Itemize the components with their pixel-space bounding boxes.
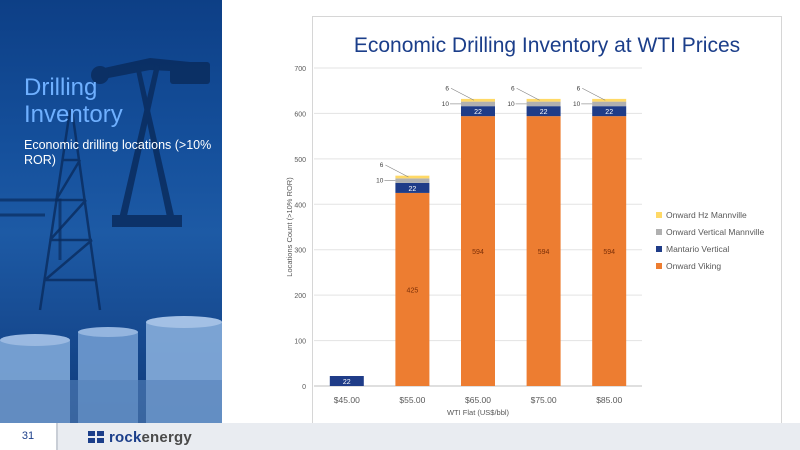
x-tick-label: $85.00 xyxy=(596,395,622,405)
x-axis-title: WTI Flat (US$/bbl) xyxy=(447,408,510,417)
leader-line xyxy=(582,87,606,101)
data-label: 10 xyxy=(442,101,450,108)
data-label: 594 xyxy=(603,249,615,256)
bar-segment xyxy=(592,98,627,102)
legend-swatch xyxy=(656,263,662,269)
data-label: 6 xyxy=(511,85,515,92)
legend-swatch xyxy=(656,229,662,235)
data-label: 6 xyxy=(380,162,384,169)
bar-segment xyxy=(395,178,430,183)
bar-segment xyxy=(395,192,430,386)
bar-segment xyxy=(592,106,627,117)
logo-wordmark: rockenergy xyxy=(109,429,192,446)
legend-swatch xyxy=(656,212,662,218)
y-tick-label: 0 xyxy=(302,384,306,391)
bar-segment xyxy=(461,116,495,386)
data-label: 594 xyxy=(472,249,484,256)
bar-segment xyxy=(592,116,627,386)
data-label: 6 xyxy=(445,85,449,92)
data-label: 22 xyxy=(343,379,351,386)
data-label: 22 xyxy=(605,109,613,116)
x-tick-label: $65.00 xyxy=(465,395,491,405)
bar-segment xyxy=(395,182,430,193)
y-tick-label: 700 xyxy=(294,66,306,73)
bar-segment xyxy=(526,101,561,107)
y-tick-label: 100 xyxy=(294,339,306,346)
y-axis-title: Locations Count (>10% ROR) xyxy=(285,177,294,277)
data-label: 6 xyxy=(577,85,581,92)
data-label: 10 xyxy=(507,101,515,108)
bar-segment xyxy=(592,101,627,107)
data-label: 22 xyxy=(474,109,482,116)
bar-segment xyxy=(526,116,561,386)
bar-segment xyxy=(395,175,430,179)
bar-segment xyxy=(461,98,495,102)
legend-entry: Onward Vertical Mannville xyxy=(666,227,765,237)
slide-title: Drilling Inventory xyxy=(24,74,123,128)
bar-segment xyxy=(461,101,495,107)
bar-segment xyxy=(329,376,364,386)
page-number: 31 xyxy=(0,423,58,450)
data-label: 594 xyxy=(538,249,550,256)
bar-segment xyxy=(461,106,495,117)
logo-brand-part2: energy xyxy=(141,428,192,446)
y-tick-label: 400 xyxy=(294,202,306,209)
data-label: 22 xyxy=(540,109,548,116)
x-tick-label: $75.00 xyxy=(531,395,557,405)
legend-swatch xyxy=(656,246,662,252)
data-label: 10 xyxy=(573,101,581,108)
data-label: 22 xyxy=(409,186,417,193)
slide-subtitle: Economic drilling locations (>10% ROR) xyxy=(24,138,212,167)
company-logo: rockenergy xyxy=(88,428,192,446)
x-tick-label: $55.00 xyxy=(399,395,425,405)
y-tick-label: 200 xyxy=(294,293,306,300)
bar-segment xyxy=(526,106,561,117)
y-tick-label: 500 xyxy=(294,157,306,164)
logo-brand-part1: rock xyxy=(109,428,142,446)
y-tick-label: 300 xyxy=(294,248,306,255)
leader-line xyxy=(516,87,540,101)
data-label: 425 xyxy=(407,287,419,294)
y-tick-label: 600 xyxy=(294,111,306,118)
legend-entry: Onward Hz Mannville xyxy=(666,210,747,220)
oilfield-background-image xyxy=(0,58,222,423)
legend-entry: Onward Viking xyxy=(666,261,721,271)
data-label: 10 xyxy=(376,178,384,185)
footer-bar xyxy=(0,423,800,450)
leader-line xyxy=(385,164,409,178)
x-tick-label: $45.00 xyxy=(334,395,360,405)
bar-segment xyxy=(526,98,561,102)
left-panel: Drilling Inventory Economic drilling loc… xyxy=(0,0,222,423)
chart-title: Economic Drilling Inventory at WTI Price… xyxy=(353,34,741,57)
leader-line xyxy=(450,87,475,101)
rockenergy-logo-mark-icon xyxy=(88,431,104,443)
legend-entry: Mantario Vertical xyxy=(666,244,729,254)
